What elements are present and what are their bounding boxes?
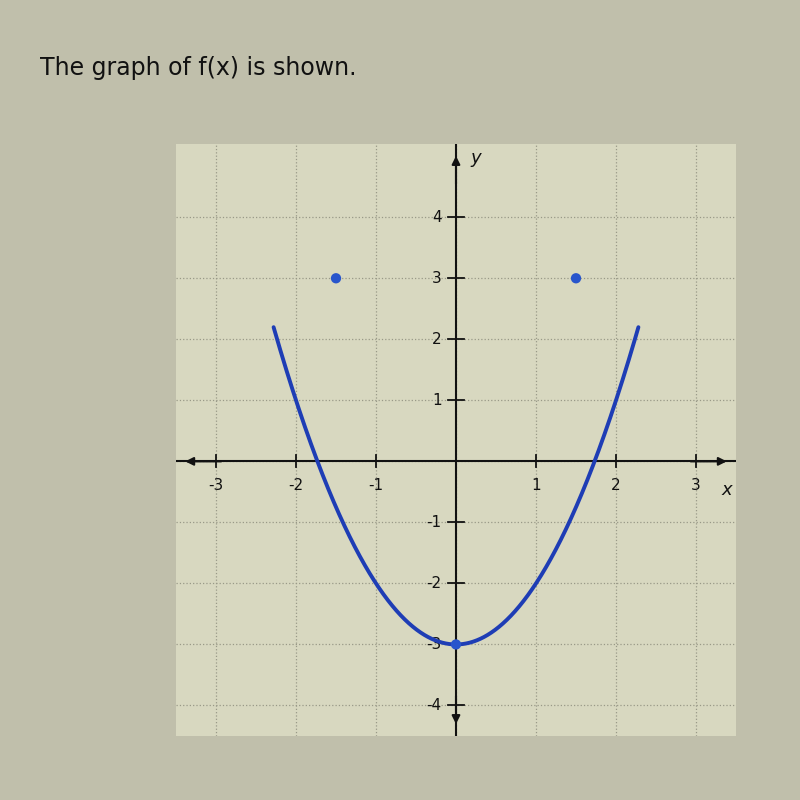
Text: -2: -2 bbox=[426, 576, 442, 591]
Text: -1: -1 bbox=[426, 515, 442, 530]
Text: 3: 3 bbox=[432, 270, 442, 286]
Text: The graph of f(x) is shown.: The graph of f(x) is shown. bbox=[40, 56, 357, 80]
Point bbox=[330, 272, 342, 285]
Text: 1: 1 bbox=[432, 393, 442, 408]
Text: 4: 4 bbox=[432, 210, 442, 225]
Point bbox=[450, 638, 462, 651]
Text: -2: -2 bbox=[289, 478, 303, 494]
Text: x: x bbox=[721, 481, 732, 499]
Text: y: y bbox=[470, 149, 481, 167]
Point bbox=[570, 272, 582, 285]
Text: 2: 2 bbox=[432, 332, 442, 346]
Text: -3: -3 bbox=[208, 478, 224, 494]
Text: 1: 1 bbox=[531, 478, 541, 494]
Text: 2: 2 bbox=[611, 478, 621, 494]
Text: -1: -1 bbox=[369, 478, 383, 494]
Text: 3: 3 bbox=[691, 478, 701, 494]
Text: -3: -3 bbox=[426, 637, 442, 652]
Text: -4: -4 bbox=[426, 698, 442, 713]
